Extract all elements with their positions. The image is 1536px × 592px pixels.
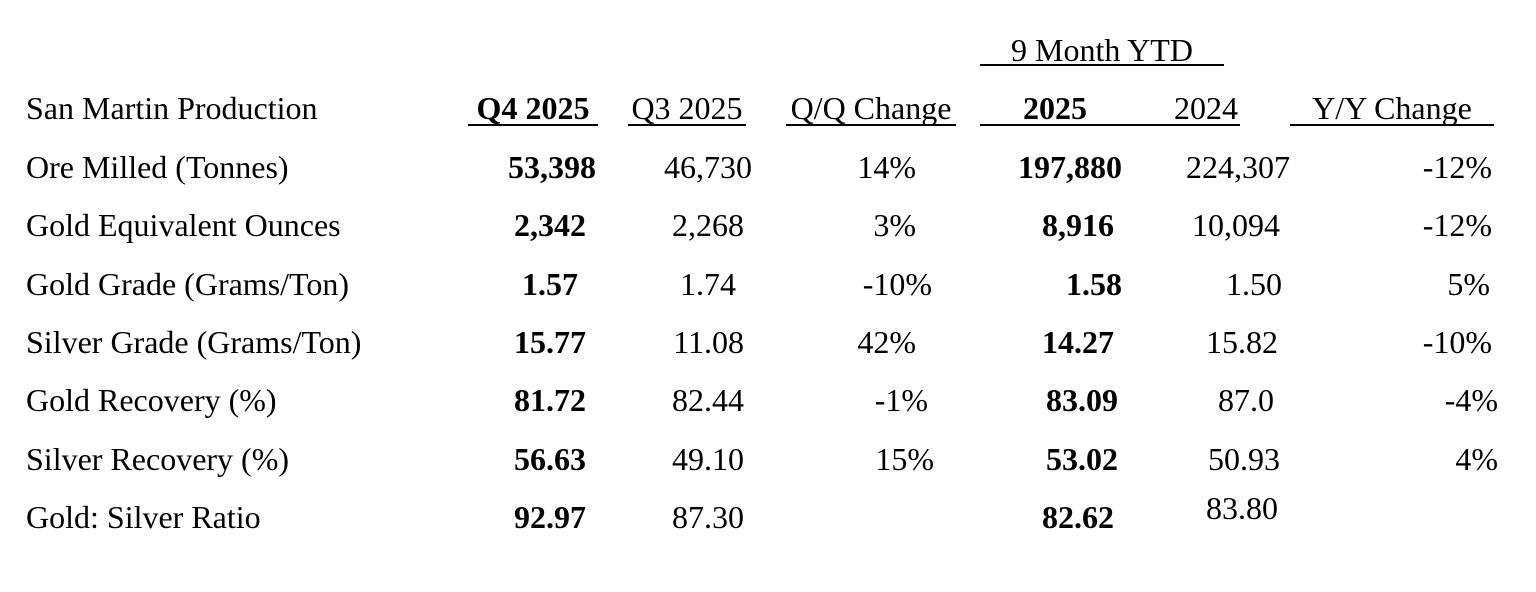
header-ytd-rule: [980, 124, 1240, 126]
row-label: Silver Recovery (%): [26, 441, 290, 477]
cell-yy: -10%: [1422, 324, 1492, 360]
cell-qq: 14%: [857, 149, 916, 185]
cell-qq: -1%: [874, 382, 928, 418]
header-qq-change-rule: [786, 124, 956, 126]
cell-ytd-2024: 224,307: [1186, 149, 1290, 185]
cell-qq: 3%: [873, 207, 916, 243]
header-ytd-2025: 2025: [1023, 90, 1087, 126]
cell-ytd-2024: 83.80: [1206, 490, 1278, 526]
row-label: Gold Equivalent Ounces: [26, 207, 341, 243]
cell-ytd-2024: 50.93: [1208, 441, 1280, 477]
header-q3-2025: Q3 2025: [631, 90, 743, 126]
cell-yy: 5%: [1447, 266, 1490, 302]
cell-yy: -4%: [1444, 382, 1498, 418]
cell-ytd-2025: 82.62: [1042, 499, 1114, 535]
cell-ytd-2025: 1.58: [1066, 266, 1122, 302]
cell-ytd-2025: 53.02: [1046, 441, 1118, 477]
cell-q3: 82.44: [672, 382, 744, 418]
row-label: Ore Milled (Tonnes): [26, 149, 289, 185]
cell-yy: -12%: [1422, 207, 1492, 243]
cell-ytd-2024: 10,094: [1192, 207, 1280, 243]
header-yy-change: Y/Y Change: [1312, 90, 1472, 126]
header-yy-change-rule: [1290, 124, 1494, 126]
ytd-group-header: 9 Month YTD: [1011, 32, 1193, 68]
cell-yy: 4%: [1455, 441, 1498, 477]
cell-yy: -12%: [1422, 149, 1492, 185]
cell-q3: 1.74: [680, 266, 736, 302]
cell-ytd-2025: 197,880: [1018, 149, 1122, 185]
header-qq-change: Q/Q Change: [790, 90, 952, 126]
row-label: Gold Grade (Grams/Ton): [26, 266, 349, 302]
row-label: Silver Grade (Grams/Ton): [26, 324, 362, 360]
cell-q3: 11.08: [673, 324, 744, 360]
cell-q3: 87.30: [672, 499, 744, 535]
header-ytd-2024: 2024: [1174, 90, 1238, 126]
cell-ytd-2024: 87.0: [1218, 382, 1274, 418]
cell-q4: 81.72: [514, 382, 586, 418]
ytd-group-header-rule: [980, 64, 1224, 66]
cell-q4: 92.97: [514, 499, 586, 535]
cell-ytd-2025: 14.27: [1042, 324, 1114, 360]
cell-ytd-2025: 8,916: [1042, 207, 1114, 243]
cell-q3: 49.10: [672, 441, 744, 477]
header-q3-2025-rule: [628, 124, 746, 126]
cell-ytd-2024: 15.82: [1206, 324, 1278, 360]
table-title: San Martin Production: [26, 90, 318, 126]
cell-qq: 42%: [857, 324, 916, 360]
row-label: Gold: Silver Ratio: [26, 499, 261, 535]
cell-q4: 56.63: [514, 441, 586, 477]
cell-q3: 2,268: [672, 207, 744, 243]
cell-ytd-2025: 83.09: [1046, 382, 1118, 418]
cell-q3: 46,730: [664, 149, 752, 185]
cell-q4: 2,342: [514, 207, 586, 243]
cell-q4: 53,398: [508, 149, 596, 185]
header-q4-2025: Q4 2025: [476, 90, 590, 126]
header-q4-2025-rule: [468, 124, 598, 126]
cell-q4: 1.57: [522, 266, 578, 302]
cell-ytd-2024: 1.50: [1226, 266, 1282, 302]
row-label: Gold Recovery (%): [26, 382, 277, 418]
cell-qq: 15%: [875, 441, 934, 477]
cell-q4: 15.77: [514, 324, 586, 360]
cell-qq: -10%: [862, 266, 932, 302]
